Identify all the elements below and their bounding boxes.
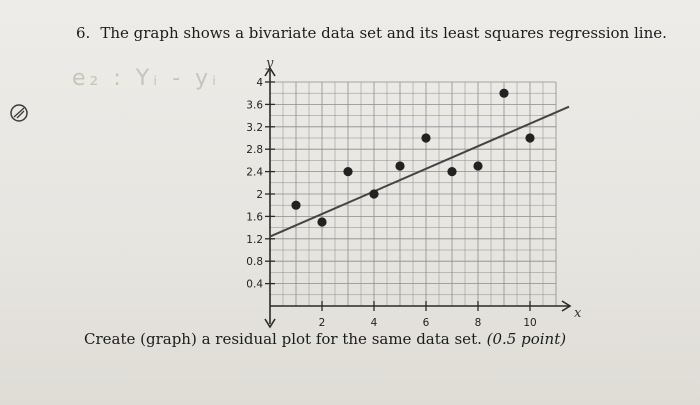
data-point — [499, 88, 509, 98]
data-point — [317, 217, 327, 227]
y-tick-label: 2.4 — [246, 167, 263, 179]
x-tick-label: 2 — [319, 317, 326, 329]
regression-line — [269, 105, 570, 238]
y-axis-label: y — [265, 56, 274, 71]
data-point — [291, 200, 301, 210]
y-tick-label: 3.2 — [246, 122, 263, 134]
x-tick-labels: 2 4 6 8 10 — [319, 301, 537, 329]
pencil-icon — [10, 104, 28, 122]
y-tick-label: 3.6 — [246, 99, 263, 111]
instruction-points: (0.5 point) — [486, 330, 567, 348]
instruction-body: Create (graph) a residual plot for the s… — [84, 330, 482, 348]
data-point — [369, 189, 379, 199]
y-tick-label: 0.8 — [246, 256, 263, 268]
x-axis-label: x — [574, 306, 582, 321]
x-axis-arrow — [561, 300, 572, 312]
y-tick-label: 0.4 — [246, 279, 263, 291]
x-tick-label: 10 — [523, 317, 536, 329]
y-tick-labels: 0.4 0.8 1.2 1.6 2 2.4 2.8 3.2 3.6 4 — [246, 77, 275, 291]
x-tick-label: 8 — [475, 317, 482, 329]
pencil-note: e₂ : Yᵢ - yᵢ — [72, 66, 220, 91]
data-point — [395, 161, 405, 171]
y-axis-arrow-down — [264, 318, 276, 329]
problem-statement: 6. The graph shows a bivariate data set a… — [76, 24, 667, 42]
y-tick-label: 1.6 — [246, 211, 263, 223]
data-point — [447, 167, 457, 177]
data-point — [473, 161, 483, 171]
data-point — [525, 133, 535, 143]
chart-axes — [264, 66, 572, 329]
chart-grid — [269, 81, 557, 307]
y-tick-label: 1.2 — [246, 234, 263, 246]
y-tick-label: 4 — [256, 77, 263, 89]
instruction-text: Create (graph) a residual plot for the s… — [84, 330, 566, 348]
y-axis-arrow-up — [264, 66, 276, 77]
problem-number: 6. — [76, 24, 91, 42]
data-point — [421, 133, 431, 143]
data-points — [291, 88, 535, 227]
regression-line-group — [269, 105, 570, 238]
data-point — [343, 167, 353, 177]
x-tick-label: 6 — [423, 317, 430, 329]
y-tick-label: 2 — [256, 189, 263, 201]
x-tick-label: 4 — [371, 317, 378, 329]
problem-text: The graph shows a bivariate data set and… — [100, 24, 667, 42]
y-tick-label: 2.8 — [246, 144, 263, 156]
